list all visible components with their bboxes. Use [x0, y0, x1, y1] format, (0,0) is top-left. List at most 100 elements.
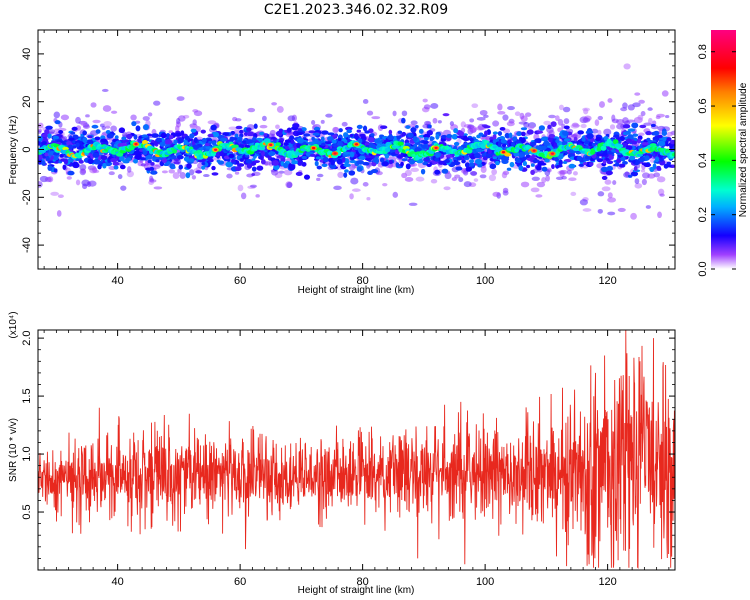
spectrogram-halo-cell [520, 181, 530, 188]
spectrogram-band-cell [540, 137, 547, 141]
spectrogram-halo-cell [638, 99, 645, 104]
spectrogram-band-cell [368, 143, 377, 149]
spectrogram-band-cell [504, 132, 510, 139]
spectrogram-band-cell [296, 131, 304, 136]
y-tick-label: 0.5 [21, 504, 33, 519]
spectrogram-ridge-cell [671, 152, 675, 157]
spectrogram-band-cell [186, 162, 192, 169]
spectrogram-band-cell [657, 134, 663, 139]
spectrogram-band-cell [539, 162, 547, 166]
spectrogram-band-cell [495, 160, 500, 166]
spectrogram-peak-cell [269, 143, 273, 147]
spectrogram-band-cell [53, 168, 58, 173]
spectrogram-band-cell [380, 125, 388, 130]
spectrogram-band-cell [292, 123, 300, 128]
spectrogram-halo-cell [179, 172, 186, 179]
spectrogram-halo-cell [66, 176, 72, 180]
spectrogram-band-cell [423, 133, 431, 139]
spectrogram-halo-cell [562, 106, 571, 113]
spectrogram-band-cell [301, 155, 308, 160]
spectrogram-band-cell [133, 134, 138, 140]
spectrogram-ridge-cell [172, 148, 178, 154]
spectrogram-band-cell [104, 161, 113, 167]
spectrogram-band-cell [211, 172, 219, 176]
spectrogram-band-cell [620, 156, 626, 162]
spectrogram-band-cell [349, 151, 355, 158]
spectrogram-band-cell [343, 172, 348, 178]
spectrogram-halo-cell [57, 194, 64, 198]
spectrogram-halo-cell [80, 168, 86, 174]
spectrogram-band-cell [473, 152, 481, 159]
spectrogram-band-cell [82, 137, 88, 144]
spectrogram-panel: 40 60 80 100 120 -40 -20 0 20 40 Height of straig… [8, 29, 676, 296]
spectrogram-band-cell [336, 158, 343, 165]
spectrogram-band-cell [251, 158, 256, 162]
spectrogram-band-cell [333, 143, 338, 148]
spectrogram-halo-cell [541, 177, 547, 184]
x-tick-label: 120 [598, 576, 616, 588]
spectrogram-band-cell [114, 135, 119, 140]
spectrogram-halo-cell [657, 211, 662, 219]
spectrogram-band-cell [637, 138, 642, 144]
spectrogram-band-cell [231, 159, 236, 163]
spectrogram-halo-cell [597, 191, 605, 197]
spectrogram-band-cell [484, 130, 489, 136]
spectrogram-band-cell [244, 144, 250, 148]
x-tick-label: 80 [357, 576, 369, 588]
spectrogram-band-cell [260, 159, 266, 165]
spectrogram-band-cell [625, 130, 632, 135]
spectrogram-band-cell [239, 129, 244, 134]
spectrogram-band-cell [633, 165, 638, 172]
spectrogram-halo-cell [637, 132, 645, 136]
spectrogram-halo-cell [392, 110, 397, 117]
spectrogram-peak-cell [134, 142, 138, 146]
spectrogram-halo-cell [366, 196, 371, 201]
spectrogram-band-cell [295, 171, 303, 176]
snr-series-line [38, 330, 675, 569]
snr-y-multiplier: (x10⁴) [8, 311, 19, 338]
spectrogram-band-cell [171, 166, 176, 170]
spectrogram-halo-cell [632, 102, 641, 108]
snr-panel: 40 60 80 100 120 0.5 1.0 1.5 2.0 Height of strai… [8, 311, 676, 596]
spectrogram-halo-cell [483, 114, 489, 119]
spectrogram-band-cell [627, 134, 634, 140]
spectrogram-band-cell [438, 160, 445, 165]
spectrogram-band-cell [585, 130, 594, 135]
spectrogram-halo-cell [607, 98, 613, 103]
spectrogram-band-cell [492, 156, 498, 160]
snr-axes: 40 60 80 100 120 0.5 1.0 1.5 2.0 [21, 330, 675, 588]
spectrogram-band-cell [520, 127, 528, 131]
x-tick-label: 100 [476, 275, 494, 287]
spectrogram-halo-cell [120, 185, 127, 191]
spectrogram-halo-cell [514, 111, 521, 117]
spectrogram-band-cell [461, 159, 466, 164]
spectrogram-band-cell [370, 169, 379, 174]
spectrogram-band-cell [356, 160, 365, 165]
x-tick-label: 40 [112, 275, 124, 287]
spectrogram-band-cell [256, 165, 264, 171]
spectrogram-band-cell [611, 149, 617, 153]
spectrogram-band-cell [184, 135, 190, 141]
spectrogram-halo-cell [350, 177, 359, 185]
spectrogram-halo-cell [558, 104, 564, 111]
spectrogram-band-cell [275, 130, 283, 137]
spectrogram-band-cell [631, 140, 638, 145]
spectrogram-band-cell [315, 156, 321, 160]
spectrogram-band-cell [210, 124, 217, 131]
spectrogram-band-cell [649, 166, 655, 172]
spectrogram-halo-cell [341, 121, 348, 127]
spectrogram-ridge-cell [330, 154, 339, 159]
spectrogram-band-cell [204, 142, 210, 147]
spectrogram-halo-cell [519, 112, 525, 120]
spectrogram-band-cell [627, 128, 636, 132]
spectrogram-band-cell [296, 137, 305, 144]
spectrogram-band-cell [548, 134, 556, 139]
spectrogram-band-cell [489, 163, 497, 170]
spectrogram-band-cell [327, 136, 334, 141]
spectrogram-band-cell [67, 170, 75, 176]
spectrogram-band-cell [229, 136, 235, 142]
spectrogram-halo-cell [634, 178, 640, 185]
spectrogram-band-cell [245, 159, 253, 164]
spectrogram-band-cell [650, 123, 656, 128]
spectrogram-band-cell [422, 161, 429, 166]
